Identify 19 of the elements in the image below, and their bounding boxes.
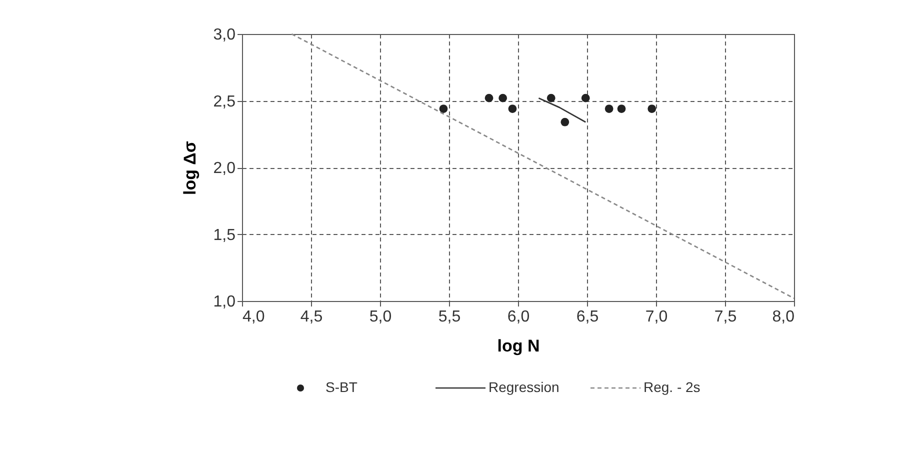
x-tick-label: 7,5 bbox=[714, 308, 737, 326]
y-axis-title: log Δσ bbox=[180, 140, 200, 196]
x-tick-label: 6,5 bbox=[576, 308, 599, 326]
x-tick-label: 8,0 bbox=[772, 308, 795, 326]
x-tick-label: 5,5 bbox=[438, 308, 461, 326]
y-tick-label: 2,5 bbox=[213, 93, 236, 110]
y-tick-label: 2,0 bbox=[213, 160, 236, 177]
y-tick-label: 3,0 bbox=[213, 26, 236, 44]
x-tick-label: 4,5 bbox=[300, 308, 323, 326]
x-axis-title: log N bbox=[497, 336, 540, 356]
x-tick-label: 4,0 bbox=[242, 308, 265, 326]
x-tick-label: 5,0 bbox=[369, 308, 392, 326]
y-tick-label: 1,5 bbox=[213, 226, 236, 244]
x-tick-label: 7,0 bbox=[645, 308, 668, 326]
y-tick-label: 1,0 bbox=[213, 294, 236, 310]
legend-label: Reg. - 2s bbox=[644, 379, 700, 395]
x-tick-label: 6,0 bbox=[507, 308, 530, 326]
legend-label: S-BT bbox=[326, 379, 358, 395]
legend-label: Regression bbox=[488, 379, 560, 395]
